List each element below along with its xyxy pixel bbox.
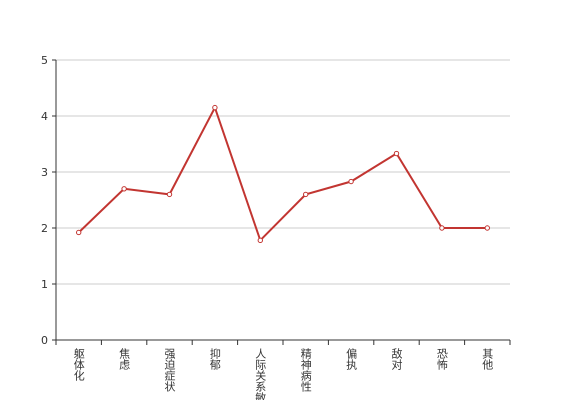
y-tick-label: 1 <box>41 278 48 291</box>
point <box>166 191 173 198</box>
x-tick-label: 偏执 <box>345 347 358 371</box>
point <box>76 229 82 236</box>
x-tick-label: 强迫症状 <box>163 348 176 392</box>
series-line <box>78 105 488 243</box>
x-tick-label: 躯体化 <box>72 348 85 382</box>
y-tick-label: 3 <box>41 166 48 179</box>
x-tick-label: 恐怖 <box>435 348 448 370</box>
x-tick-label: 精神病性 <box>299 348 312 393</box>
x-tick-label: 焦虑 <box>118 348 131 370</box>
x-tick-label: 抑郁 <box>208 347 221 370</box>
y-tick-label: 0 <box>41 334 48 347</box>
point <box>484 225 490 231</box>
x-tick-label: 其他 <box>481 348 494 370</box>
point <box>348 178 354 185</box>
y-tick-label: 2 <box>41 222 48 235</box>
point <box>439 225 445 231</box>
x-tick-label: 敌对 <box>390 347 403 370</box>
point <box>393 150 400 157</box>
y-tick-label: 4 <box>41 110 48 123</box>
point <box>212 104 218 111</box>
point <box>257 237 263 244</box>
x-tick-label: 人际关系敏感 <box>254 348 267 400</box>
point <box>121 186 127 192</box>
point <box>303 191 309 198</box>
y-tick-label: 5 <box>41 54 48 67</box>
